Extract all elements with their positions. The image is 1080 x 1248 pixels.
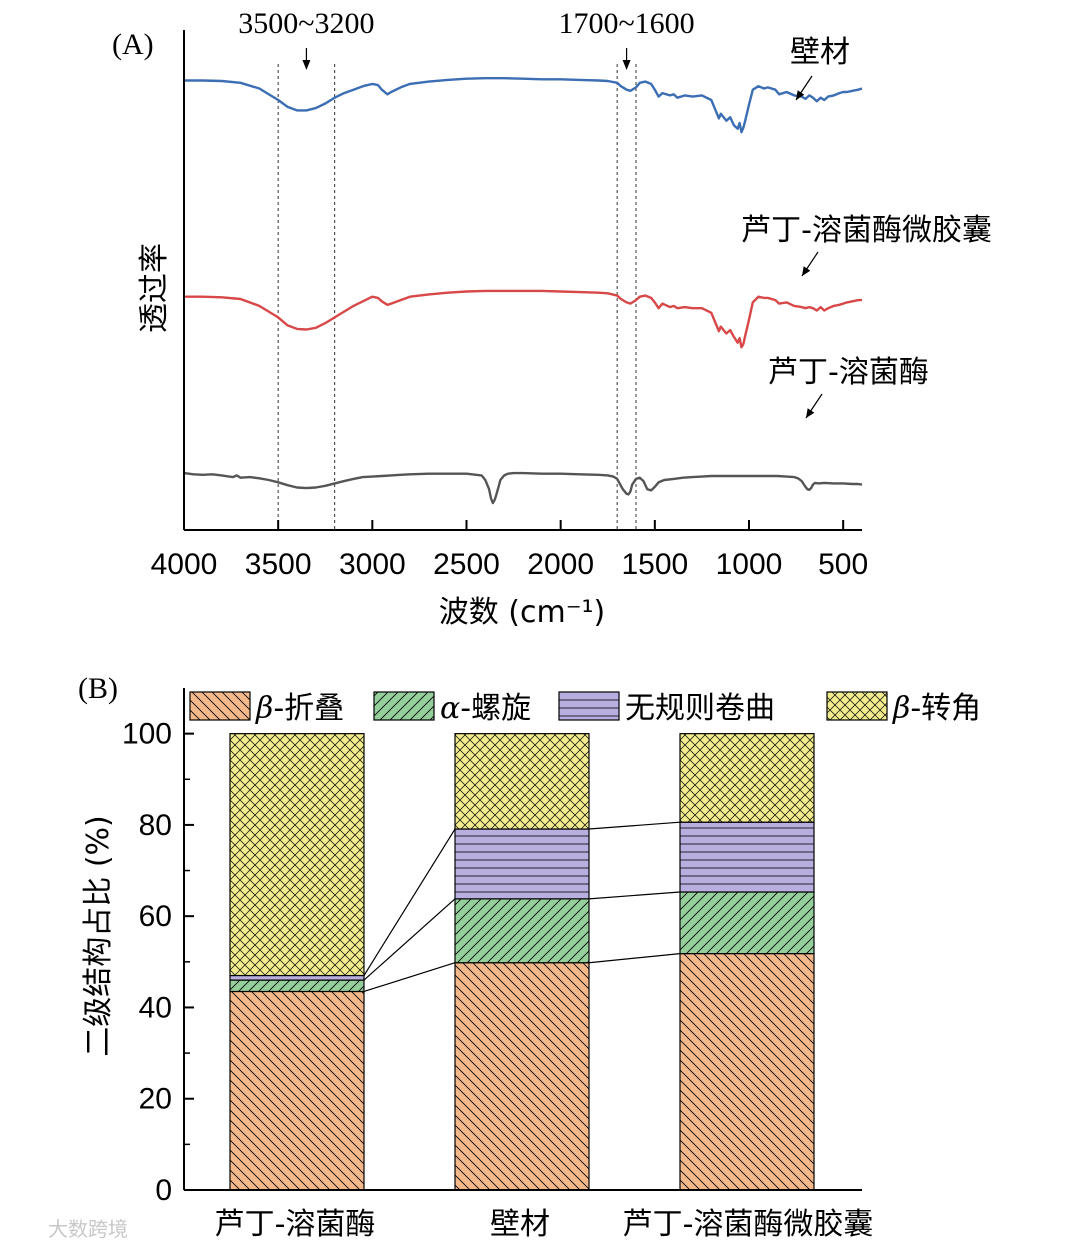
legend-swatch [826, 691, 888, 721]
range-arrow-head [302, 60, 311, 70]
connector-line [363, 962, 456, 993]
range-annotation-label: 3500~3200 [238, 7, 374, 40]
ftir-panel: (A) 3500~3200 1700~1600 壁材芦丁-溶菌酶微胶囊芦丁-溶菌酶… [112, 7, 992, 630]
x-tick-label: 3000 [339, 548, 406, 581]
y-tick-label: 20 [139, 1083, 172, 1116]
bar-segment [679, 821, 815, 893]
panel-a-label: (A) [112, 28, 154, 61]
x-tick-label: 500 [818, 548, 868, 581]
x-axis-label-a: 波数 (cm⁻¹) [439, 595, 606, 630]
bar-segment [454, 898, 590, 964]
legend-item: α-螺旋 [373, 691, 531, 726]
connector-line [588, 891, 681, 900]
legend-swatch [558, 691, 620, 721]
category-labels: 芦丁-溶菌酶 壁材 芦丁-溶菌酶微胶囊 [215, 1207, 874, 1242]
legend-label: β-折叠 [255, 691, 344, 726]
spectrum-series-line [184, 289, 862, 349]
secondary-structure-panel: (B) β-折叠 α-螺旋 无规则卷曲 β-转角 0 20 40 60 80 100 芦丁-溶菌… [78, 672, 981, 1242]
y-tick-label: 40 [139, 991, 172, 1024]
legend-label: α-螺旋 [440, 691, 531, 726]
connector-line [363, 828, 456, 976]
legend-label: β-转角 [892, 691, 981, 726]
bar-segment [229, 974, 365, 981]
legend: β-折叠 α-螺旋 无规则卷曲 β-转角 [189, 691, 981, 726]
y-tick-label: 80 [139, 809, 172, 842]
x-tick-label: 1500 [621, 548, 688, 581]
series-label: 芦丁-溶菌酶微胶囊 [741, 213, 992, 248]
bar-segment [229, 733, 365, 977]
y-axis-label-b: 二级结构占比 (%) [81, 815, 116, 1056]
series-label-arrow-head [796, 90, 805, 100]
spectrum-series-line [183, 471, 863, 505]
bar-segment [679, 953, 815, 1191]
x-tick-label: 2000 [527, 548, 594, 581]
bar-segment [229, 990, 365, 1191]
y-tick-label: 0 [155, 1174, 172, 1207]
series-label: 壁材 [790, 35, 850, 70]
legend-item: β-折叠 [189, 691, 344, 726]
x-tick-label: 2500 [433, 548, 500, 581]
series-label-arrow-head [806, 408, 815, 418]
series-label-arrow-head [802, 266, 811, 276]
connector-line [588, 821, 681, 830]
panel-b-label: (B) [78, 672, 118, 705]
range-guides [277, 64, 637, 530]
x-tick-label: 4000 [151, 548, 218, 581]
y-axis-label-a: 透过率 [137, 243, 172, 333]
bar-segment [454, 828, 590, 900]
x-tick-label: 3500 [245, 548, 312, 581]
category-label: 芦丁-溶菌酶 [215, 1207, 376, 1242]
legend-item: 无规则卷曲 [558, 691, 775, 726]
legend-item: β-转角 [826, 691, 981, 726]
x-ticks: 4000 3500 3000 2500 2000 1500 1000 500 [151, 520, 868, 581]
connector-lines [363, 821, 681, 993]
category-label: 壁材 [490, 1207, 550, 1242]
stacked-bars [229, 733, 815, 1191]
bar-segment [679, 733, 815, 823]
y-tick-label: 60 [139, 900, 172, 933]
bar-segment [454, 733, 590, 830]
y-ticks: 0 20 40 60 80 100 [122, 718, 194, 1207]
legend-swatch [189, 691, 251, 721]
bar-segment [679, 891, 815, 955]
range-annotation-label: 1700~1600 [558, 7, 694, 40]
range-arrow-head [622, 60, 631, 70]
y-tick-label: 100 [122, 718, 172, 751]
category-label: 芦丁-溶菌酶微胶囊 [623, 1207, 874, 1242]
connector-line [363, 898, 456, 981]
range-annotations: 3500~3200 1700~1600 [238, 7, 695, 70]
watermark: 大数跨境 [48, 1217, 128, 1241]
x-tick-label: 1000 [716, 548, 783, 581]
bar-segment [229, 979, 365, 993]
legend-swatch [373, 691, 435, 721]
connector-line [588, 953, 681, 964]
spectrum-series-line [184, 76, 863, 134]
spectrum-lines [183, 76, 863, 505]
series-label: 芦丁-溶菌酶 [768, 355, 929, 390]
bar-segment [454, 962, 590, 1191]
legend-label: 无规则卷曲 [625, 691, 775, 726]
